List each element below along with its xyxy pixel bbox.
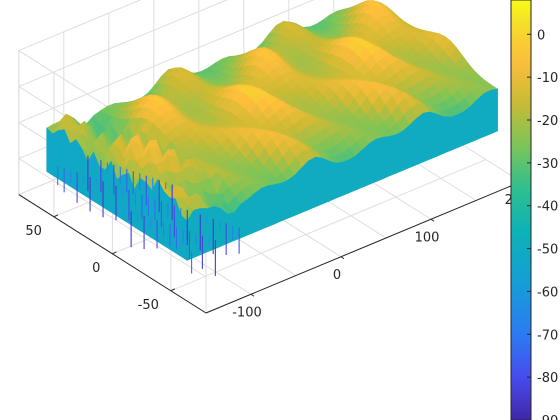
x-tick-label: 100 xyxy=(415,230,440,245)
grid-line xyxy=(18,0,228,88)
colorbar-tick-label: -80 xyxy=(537,371,558,386)
y-tick-mark xyxy=(53,214,59,218)
x-tick-mark xyxy=(340,256,345,260)
colorbar-tick-label: -10 xyxy=(537,71,558,86)
x-axis-line xyxy=(205,181,522,314)
surface xyxy=(46,0,499,276)
colorbar-tick-label: -70 xyxy=(537,328,558,343)
colorbar-tick-label: -90 xyxy=(537,414,558,420)
y-tick-label: 50 xyxy=(25,224,42,239)
grid-line xyxy=(18,0,142,52)
surface-skirt-front xyxy=(186,88,498,261)
colorbar-tick-label: 0 xyxy=(537,28,545,43)
grid-line xyxy=(18,0,315,124)
colorbar: 0 -10 -20 -30 -40 -50 -60 -70 -80 -90 xyxy=(510,0,558,420)
y-tick-label: 0 xyxy=(92,261,100,276)
colorbar-gradient xyxy=(510,0,532,420)
colorbar-tick-label: -20 xyxy=(537,114,558,129)
x-tick-mark xyxy=(250,293,255,297)
x-tick-mark xyxy=(430,218,435,222)
colorbar-tick-label: -50 xyxy=(537,243,558,258)
y-tick-mark xyxy=(112,251,117,255)
colorbar-tick-label: -30 xyxy=(537,157,558,172)
colorbar-tick-label: -60 xyxy=(537,285,558,300)
grid-line xyxy=(170,159,487,292)
x-tick-label: 0 xyxy=(333,268,341,283)
y-tick-label: -50 xyxy=(138,298,159,313)
x-tick-label: -100 xyxy=(232,305,262,320)
colorbar-tick-label: -40 xyxy=(537,200,558,215)
y-tick-mark xyxy=(170,288,176,292)
